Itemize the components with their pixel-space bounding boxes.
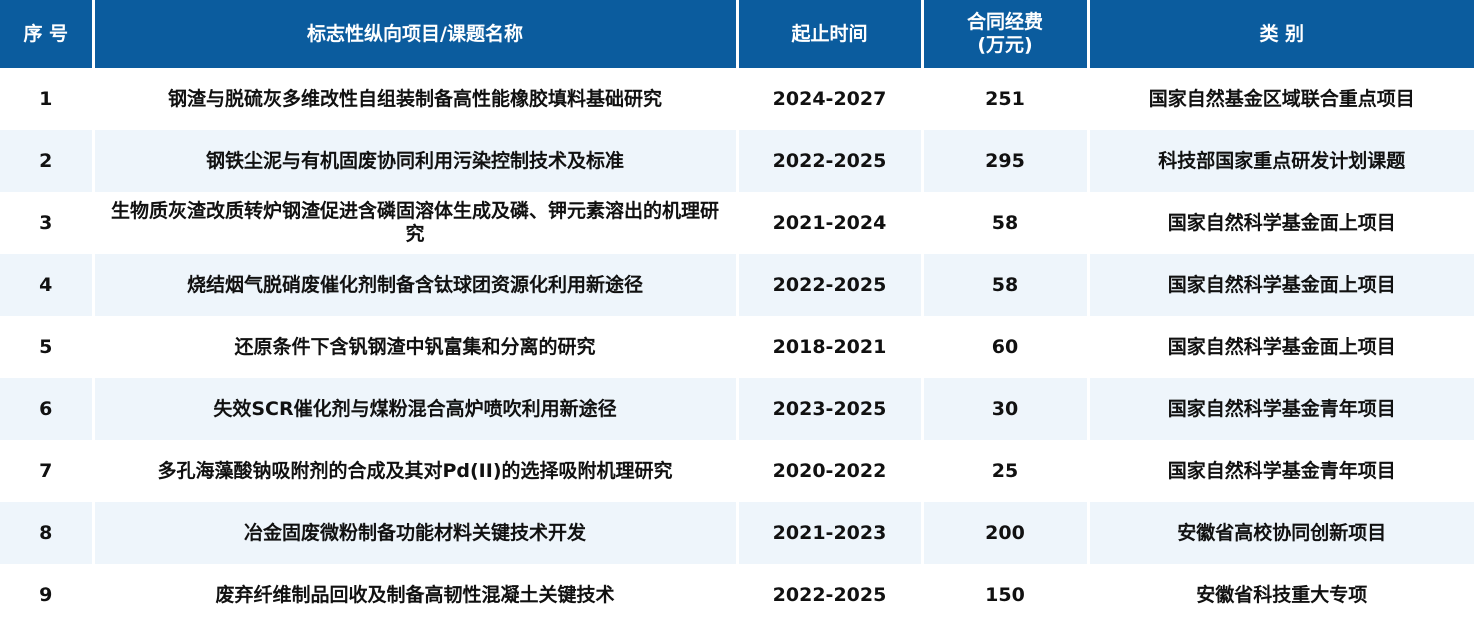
cell-funding: 60 <box>920 316 1088 378</box>
table-row: 5 还原条件下含钒钢渣中钒富集和分离的研究 2018-2021 60 国家自然科学基金面… <box>0 316 1474 378</box>
cell-category: 国家自然科学基金面上项目 <box>1086 192 1474 254</box>
cell-category: 安徽省科技重大专项 <box>1086 564 1474 626</box>
cell-period: 2021-2023 <box>735 502 922 564</box>
cell-category: 国家自然基金区域联合重点项目 <box>1086 68 1474 130</box>
cell-name: 废弃纤维制品回收及制备高韧性混凝土关键技术 <box>91 564 737 626</box>
cell-index: 8 <box>0 502 93 564</box>
cell-category: 国家自然科学基金面上项目 <box>1086 316 1474 378</box>
cell-category: 安徽省高校协同创新项目 <box>1086 502 1474 564</box>
cell-period: 2018-2021 <box>735 316 922 378</box>
cell-category: 科技部国家重点研发计划课题 <box>1086 130 1474 192</box>
cell-funding: 58 <box>920 254 1088 316</box>
cell-name: 钢铁尘泥与有机固废协同利用污染控制技术及标准 <box>91 130 737 192</box>
cell-index: 3 <box>39 211 53 234</box>
cell-funding: 150 <box>920 564 1088 626</box>
header-funding: 合同经费 (万元) <box>920 0 1088 68</box>
cell-period: 2021-2024 <box>735 192 922 254</box>
cell-name: 烧结烟气脱硝废催化剂制备含钛球团资源化利用新途径 <box>91 254 737 316</box>
header-period: 起止时间 <box>735 0 922 68</box>
table-row: 9 废弃纤维制品回收及制备高韧性混凝土关键技术 2022-2025 150 安徽省科技重… <box>0 564 1474 626</box>
table-row: 1 钢渣与脱硫灰多维改性自组装制备高性能橡胶填料基础研究 2024-2027 251 国… <box>0 68 1474 130</box>
cell-name: 还原条件下含钒钢渣中钒富集和分离的研究 <box>91 316 737 378</box>
cell-period: 2023-2025 <box>735 378 922 440</box>
cell-category: 国家自然科学基金面上项目 <box>1086 254 1474 316</box>
cell-name: 钢渣与脱硫灰多维改性自组装制备高性能橡胶填料基础研究 <box>91 68 737 130</box>
table-row: 7 多孔海藻酸钠吸附剂的合成及其对Pd(II)的选择吸附机理研究 2020-2022… <box>0 440 1474 502</box>
cell-name: 生物质灰渣改质转炉钢渣促进含磷固溶体生成及磷、钾元素溶出的机理研究 <box>91 192 737 254</box>
header-funding-line2: (万元) <box>977 34 1033 56</box>
cell-category: 国家自然科学基金青年项目 <box>1086 378 1474 440</box>
table-row: 6 失效SCR催化剂与煤粉混合高炉喷吹利用新途径 2023-2025 30 国家自然科学… <box>0 378 1474 440</box>
cell-period: 2024-2027 <box>735 68 922 130</box>
table-row: 8 冶金固废微粉制备功能材料关键技术开发 2021-2023 200 安徽省高校协同创新… <box>0 502 1474 564</box>
cell-funding: 30 <box>920 378 1088 440</box>
header-index: 序 号 <box>0 0 93 68</box>
cell-index: 9 <box>39 583 53 606</box>
cell-name: 失效SCR催化剂与煤粉混合高炉喷吹利用新途径 <box>91 378 737 440</box>
table-row: 3 生物质灰渣改质转炉钢渣促进含磷固溶体生成及磷、钾元素溶出的机理研究 2021-2… <box>0 192 1474 254</box>
cell-period: 2022-2025 <box>735 254 922 316</box>
header-category: 类 别 <box>1086 0 1474 68</box>
header-funding-line1: 合同经费 <box>966 11 1043 33</box>
cell-funding: 295 <box>920 130 1088 192</box>
cell-index: 5 <box>39 335 53 358</box>
cell-index: 4 <box>0 254 93 316</box>
cell-name: 冶金固废微粉制备功能材料关键技术开发 <box>91 502 737 564</box>
cell-funding: 251 <box>920 68 1088 130</box>
table-row: 2 钢铁尘泥与有机固废协同利用污染控制技术及标准 2022-2025 295 科技部国家… <box>0 130 1474 192</box>
header-name: 标志性纵向项目/课题名称 <box>91 0 737 68</box>
cell-funding: 58 <box>920 192 1088 254</box>
cell-index: 1 <box>39 87 53 110</box>
cell-funding: 25 <box>920 440 1088 502</box>
table-row: 4 烧结烟气脱硝废催化剂制备含钛球团资源化利用新途径 2022-2025 58 国家自然… <box>0 254 1474 316</box>
cell-period: 2022-2025 <box>735 564 922 626</box>
cell-category: 国家自然科学基金青年项目 <box>1086 440 1474 502</box>
cell-index: 2 <box>0 130 93 192</box>
cell-index: 6 <box>0 378 93 440</box>
cell-funding: 200 <box>920 502 1088 564</box>
header-row: 序 号 标志性纵向项目/课题名称 起止时间 合同经费 (万元) 类 别 <box>0 0 1474 68</box>
cell-index: 7 <box>39 459 53 482</box>
cell-name: 多孔海藻酸钠吸附剂的合成及其对Pd(II)的选择吸附机理研究 <box>91 440 737 502</box>
cell-period: 2020-2022 <box>735 440 922 502</box>
cell-period: 2022-2025 <box>735 130 922 192</box>
